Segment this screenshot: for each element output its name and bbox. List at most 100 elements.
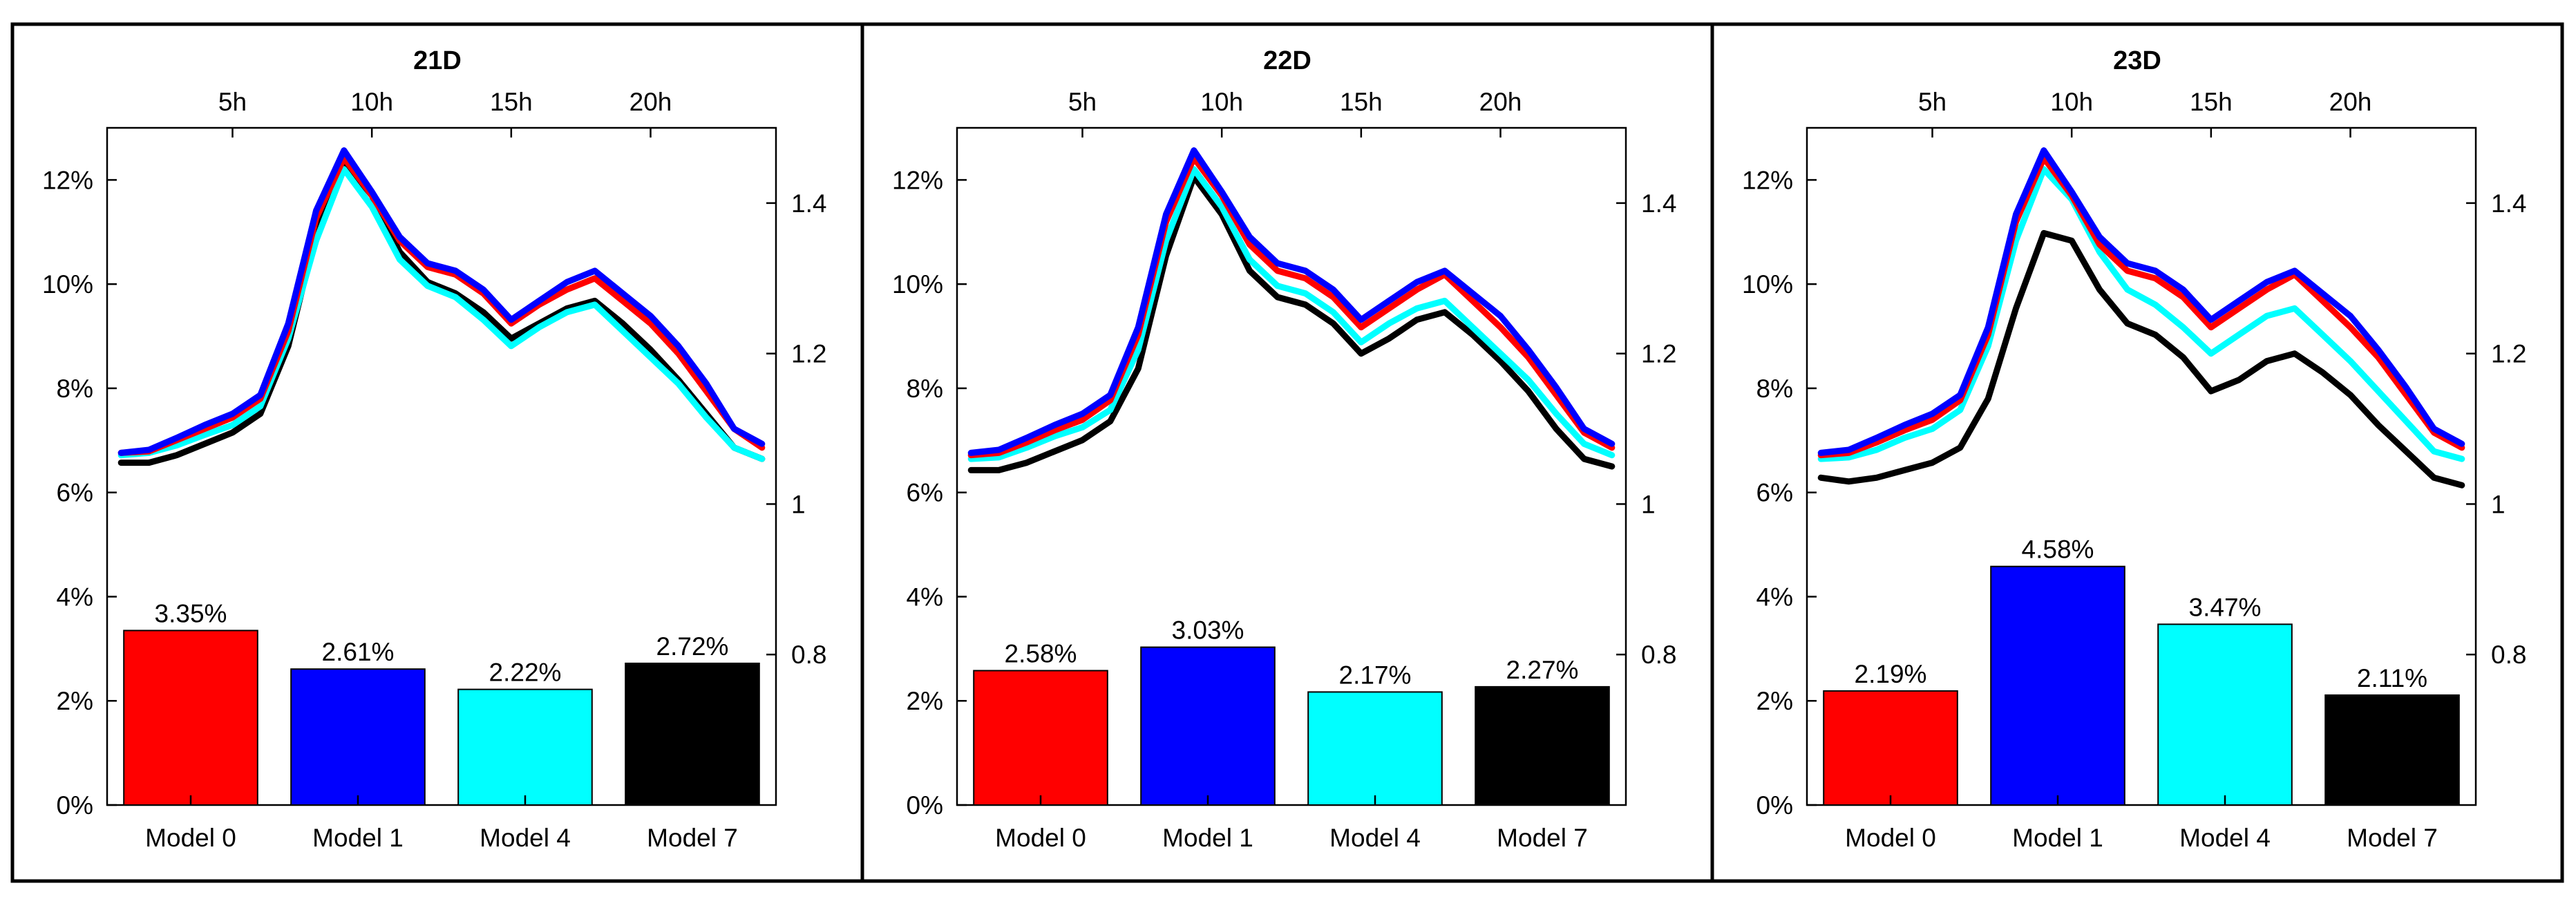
bar-value-label: 3.35% — [155, 599, 227, 627]
category-label: Model 0 — [995, 824, 1086, 852]
bar-model-7 — [2324, 694, 2460, 806]
y-left-tick-label: 0% — [907, 791, 943, 820]
y-left-tick-label: 2% — [1756, 687, 1793, 715]
line-model-0 — [967, 155, 1616, 459]
y-left-tick-label: 10% — [892, 270, 943, 299]
line-model-4 — [1817, 166, 2465, 462]
category-label: Model 7 — [1497, 824, 1588, 852]
y-left-tick-label: 8% — [907, 375, 943, 403]
x-top-tick-label: 10h — [2050, 88, 2093, 116]
x-top-tick-label: 15h — [1340, 88, 1383, 116]
bar-model-7 — [625, 662, 760, 806]
line-model-4 — [117, 166, 766, 462]
y-right-tick-label: 1.2 — [1641, 340, 1676, 368]
bar-value-label: 4.58% — [2022, 536, 2094, 564]
y-left-tick-label: 12% — [42, 166, 93, 194]
axes-box — [1806, 126, 2477, 806]
x-top-tick-label: 20h — [2329, 88, 2372, 116]
line-model-7 — [967, 173, 1616, 473]
bar-value-label: 3.47% — [2189, 593, 2262, 621]
plot-area: 0% 2% 4% 6% 8% 10% 12% 2.58% Model 0 3.03% Model 1… — [892, 88, 1677, 852]
category-label: Model 0 — [1845, 824, 1936, 852]
panel-title: 22D — [1263, 46, 1311, 75]
line-model-1 — [117, 147, 766, 456]
y-left-tick-label: 0% — [57, 791, 93, 820]
y-left-tick-label: 12% — [1742, 166, 1793, 194]
y-left-tick-label: 8% — [1756, 375, 1793, 403]
y-right-tick-label: 1.4 — [1641, 189, 1676, 218]
bar-value-label: 2.17% — [1339, 661, 1412, 689]
y-left-tick-label: 8% — [57, 375, 93, 403]
y-right-tick-label: 0.8 — [791, 641, 826, 669]
y-right-tick-label: 1.2 — [791, 340, 826, 368]
category-label: Model 4 — [480, 824, 571, 852]
bar-model-1 — [1140, 646, 1276, 806]
bar-model-0 — [973, 670, 1108, 806]
y-left-tick-label: 2% — [907, 687, 943, 715]
bar-value-label: 2.27% — [1506, 656, 1579, 684]
y-right-tick-label: 1 — [791, 490, 806, 518]
line-model-4 — [967, 166, 1616, 462]
y-right-tick-label: 1 — [2491, 490, 2506, 518]
y-left-tick-label: 6% — [907, 479, 943, 507]
y-left-tick-label: 10% — [1742, 270, 1793, 299]
x-top-tick-label: 10h — [350, 88, 393, 116]
plot-area: 0% 2% 4% 6% 8% 10% 12% 2.19% Model 0 4.58% Model 1… — [1742, 88, 2527, 852]
bar-value-label: 2.72% — [656, 632, 729, 661]
y-left-tick-label: 4% — [1756, 583, 1793, 611]
bar-model-1 — [1990, 565, 2125, 806]
category-label: Model 1 — [312, 824, 404, 852]
bar-value-label: 2.11% — [2357, 664, 2427, 692]
bar-value-label: 2.22% — [489, 659, 562, 687]
y-left-tick-label: 4% — [57, 583, 93, 611]
bar-model-0 — [123, 630, 258, 806]
bar-model-7 — [1475, 685, 1610, 806]
y-right-tick-label: 0.8 — [1641, 641, 1676, 669]
x-top-tick-label: 5h — [1068, 88, 1097, 116]
bar-model-4 — [1307, 691, 1443, 806]
x-top-tick-label: 15h — [2190, 88, 2233, 116]
panel-23d: 23D 0% 2% 4% 6% 8% 10% 12% 2.19% Model 0 4.58% Mod… — [1710, 22, 2564, 883]
y-left-tick-label: 2% — [57, 687, 93, 715]
axes-box — [956, 126, 1627, 806]
panel-21d: 21D 0% 2% 4% 6% 8% 10% 12% 3.35% Model 0 2.61% Mod… — [10, 22, 864, 883]
line-model-1 — [967, 147, 1616, 456]
line-model-0 — [117, 155, 766, 456]
bar-model-1 — [290, 668, 426, 806]
y-left-tick-label: 10% — [42, 270, 93, 299]
y-left-tick-label: 0% — [1756, 791, 1793, 820]
category-label: Model 4 — [1329, 824, 1421, 852]
bar-value-label: 2.61% — [322, 638, 395, 666]
x-top-tick-label: 5h — [218, 88, 247, 116]
y-left-tick-label: 6% — [57, 479, 93, 507]
bar-value-label: 2.19% — [1855, 660, 1927, 688]
y-left-tick-label: 12% — [892, 166, 943, 194]
bar-value-label: 3.03% — [1172, 616, 1244, 645]
category-label: Model 4 — [2179, 824, 2271, 852]
category-label: Model 7 — [2347, 824, 2438, 852]
x-top-tick-label: 5h — [1918, 88, 1947, 116]
x-top-tick-label: 20h — [1479, 88, 1522, 116]
panel-22d: 22D 0% 2% 4% 6% 8% 10% 12% 2.58% Model 0 3.03% Mod… — [860, 22, 1714, 883]
y-right-tick-label: 1.4 — [791, 189, 826, 218]
line-model-0 — [1817, 155, 2465, 459]
y-right-tick-label: 0.8 — [2491, 641, 2526, 669]
y-right-tick-label: 1.4 — [2491, 189, 2526, 218]
line-model-7 — [1817, 229, 2465, 489]
bar-value-label: 2.58% — [1005, 640, 1077, 668]
bar-model-4 — [457, 688, 593, 806]
y-left-tick-label: 6% — [1756, 479, 1793, 507]
x-top-tick-label: 10h — [1200, 88, 1243, 116]
panel-title: 21D — [413, 46, 462, 75]
y-left-tick-label: 4% — [907, 583, 943, 611]
x-top-tick-label: 20h — [629, 88, 672, 116]
x-top-tick-label: 15h — [490, 88, 533, 116]
bar-model-4 — [2157, 623, 2293, 806]
y-right-tick-label: 1.2 — [2491, 340, 2526, 368]
category-label: Model 7 — [647, 824, 738, 852]
line-model-1 — [1817, 147, 2465, 456]
line-model-7 — [117, 158, 766, 466]
axes-box — [106, 126, 777, 806]
plot-area: 0% 2% 4% 6% 8% 10% 12% 3.35% Model 0 2.61% Model 1… — [42, 88, 827, 852]
